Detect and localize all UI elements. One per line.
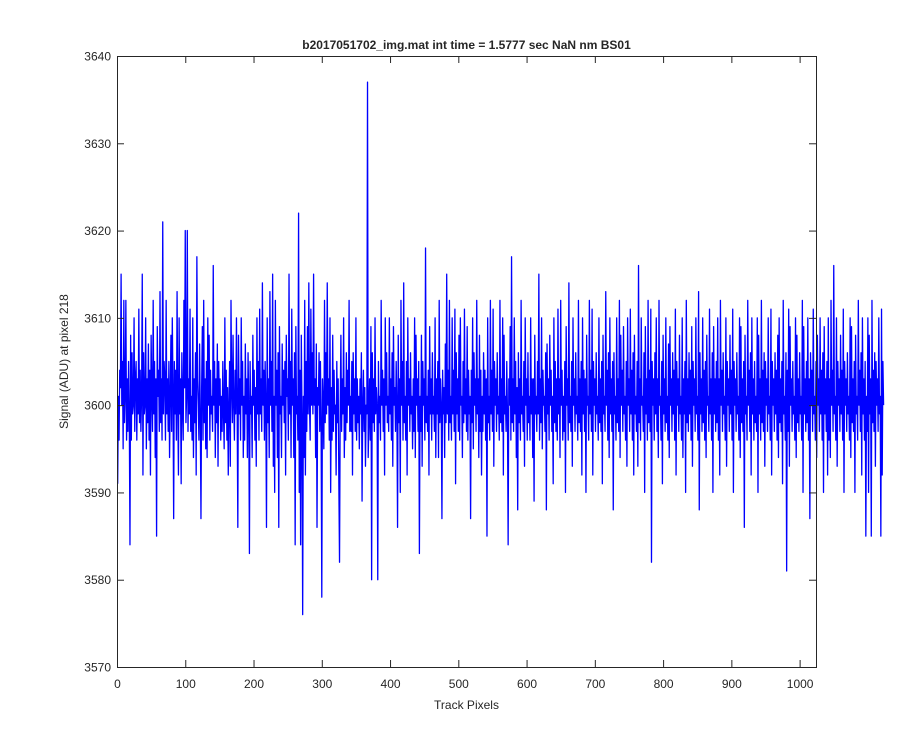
x-axis-label: Track Pixels: [434, 698, 499, 712]
x-tick-label: 500: [449, 677, 469, 691]
y-tick-label: 3610: [84, 311, 111, 325]
data-layer: [117, 81, 885, 616]
y-tick-label: 3630: [84, 137, 111, 151]
x-tick-label: 200: [244, 677, 264, 691]
x-tick-label: 100: [176, 677, 196, 691]
x-axis: 0 100 200 300 400 500 600 700 800 900 1000: [114, 56, 814, 691]
y-tick-label: 3590: [84, 486, 111, 500]
y-tick-label: 3600: [84, 399, 111, 413]
x-tick-label: 600: [517, 677, 537, 691]
x-tick-label: 1000: [787, 677, 814, 691]
axes-box: [117, 56, 817, 668]
y-tick-label: 3620: [84, 224, 111, 238]
y-axis: 3570 3580 3590 3600 3610 3620 3630 3640: [84, 50, 816, 675]
x-tick-label: 900: [722, 677, 742, 691]
series-line-1: [117, 81, 885, 616]
y-tick-label: 3640: [84, 50, 111, 64]
y-tick-label: 3580: [84, 573, 111, 587]
x-tick-label: 700: [585, 677, 605, 691]
x-tick-label: 0: [114, 677, 121, 691]
x-tick-label: 400: [381, 677, 401, 691]
x-tick-label: 800: [654, 677, 674, 691]
x-tick-label: 300: [312, 677, 332, 691]
chart-title: b2017051702_img.mat int time = 1.5777 se…: [302, 38, 631, 52]
y-axis-label: Signal (ADU) at pixel 218: [57, 294, 71, 429]
y-tick-label: 3570: [84, 661, 111, 675]
